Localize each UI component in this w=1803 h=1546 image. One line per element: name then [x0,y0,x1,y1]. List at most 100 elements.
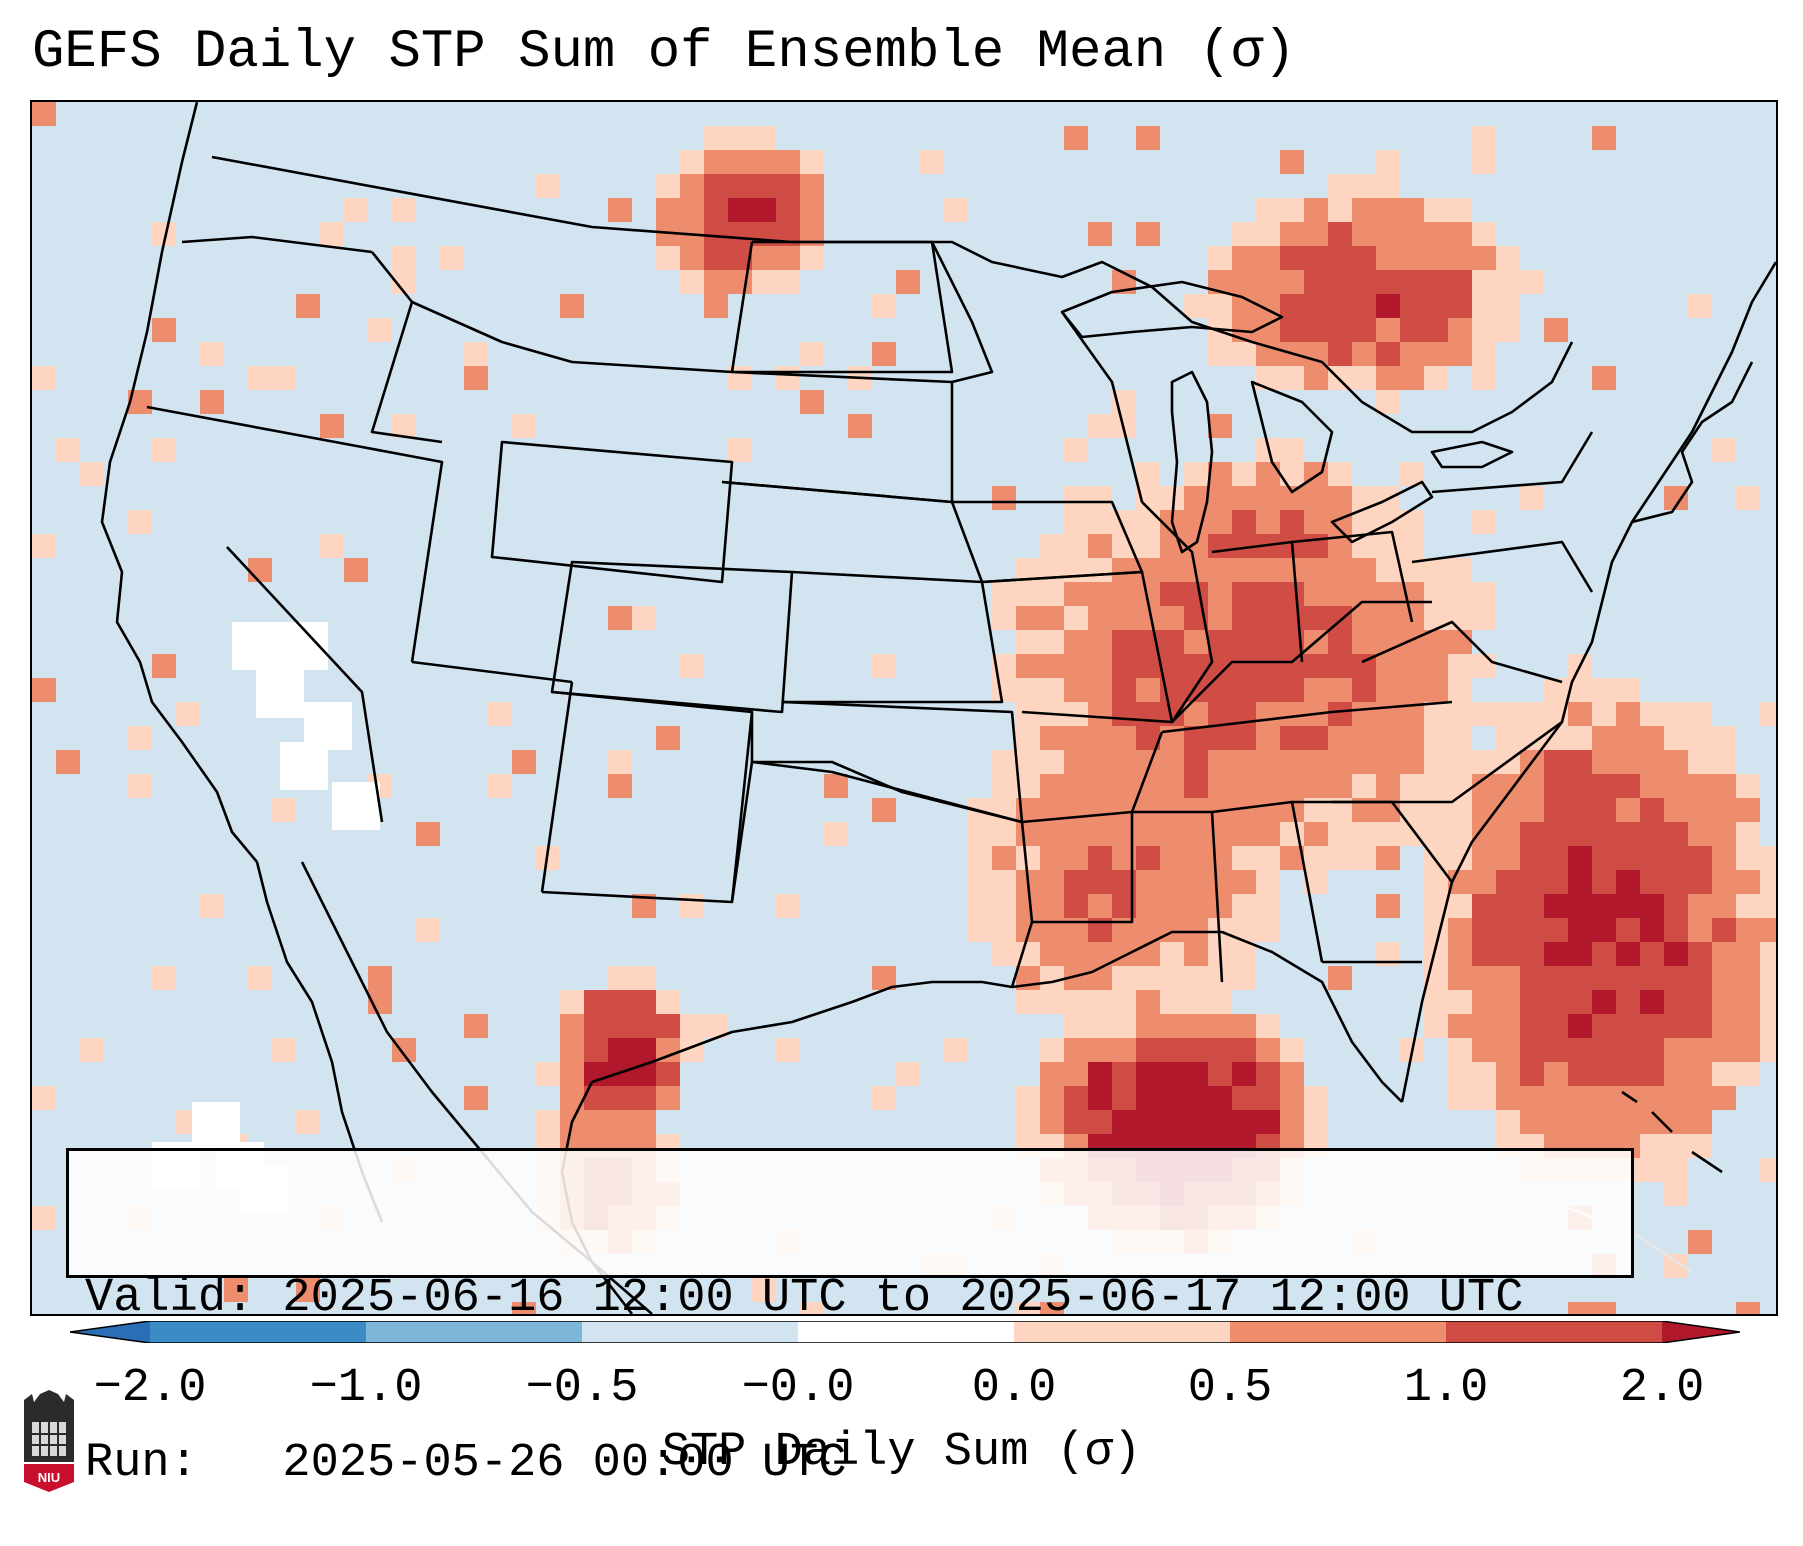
stp-grid-cell [1088,966,1112,990]
stp-grid-cell [1232,342,1256,366]
stp-grid-cell [1184,1038,1208,1062]
stp-grid-cell [656,246,680,270]
stp-grid-cell [680,270,704,294]
stp-grid-cell [1088,630,1112,654]
stp-grid-cell [200,342,224,366]
stp-grid-cell [752,174,776,198]
state-wy [490,440,734,584]
stp-grid-cell [1712,726,1736,750]
stp-grid-cell [1088,606,1112,630]
stp-grid-cell [1136,558,1160,582]
stp-grid-cell [1424,342,1448,366]
stp-grid-cell [1448,990,1472,1014]
stp-grid-cell [1280,654,1304,678]
stp-grid-cell [488,702,512,726]
stp-grid-cell [1304,774,1328,798]
stp-grid-cell [1232,1086,1256,1110]
stp-grid-cell [1424,558,1448,582]
stp-grid-cell [1088,990,1112,1014]
stp-grid-cell [1376,606,1400,630]
stp-grid-cell [392,414,416,438]
stp-grid-cell [1688,750,1712,774]
stp-grid-cell [1616,822,1640,846]
stp-grid-cell [1760,966,1776,990]
stp-grid-cell [1376,654,1400,678]
stp-grid-cell [1616,942,1640,966]
stp-grid-cell [1448,1086,1472,1110]
stp-grid-cell [1640,798,1664,822]
stp-grid-cell [1520,1038,1544,1062]
stp-grid-cell [1424,222,1448,246]
stp-grid-cell [1496,318,1520,342]
lake-michigan [1170,370,1214,554]
stp-grid-cell [536,1110,560,1134]
stp-grid-cell [1328,294,1352,318]
stp-grid-cell [1256,678,1280,702]
stp-grid-cell [1760,846,1776,870]
stp-grid-cell [1232,462,1256,486]
stp-grid-cell [176,702,200,726]
stp-grid-cell [800,174,824,198]
stp-grid-cell [1688,870,1712,894]
stp-grid-cell [1160,918,1184,942]
stp-grid-cell [1592,966,1616,990]
stp-grid-cell [1256,846,1280,870]
stp-grid-cell [1424,318,1448,342]
stp-grid-cell [1616,918,1640,942]
stp-grid-cell [992,486,1016,510]
stp-grid-cell [416,822,440,846]
stp-grid-cell [1208,414,1232,438]
stp-grid-cell [1160,1014,1184,1038]
stp-grid-cell [1640,822,1664,846]
stp-grid-cell [128,726,152,750]
stp-grid-cell [704,126,728,150]
stp-grid-cell [1688,774,1712,798]
stp-grid-cell [1160,558,1184,582]
stp-grid-cell [1280,270,1304,294]
stp-grid-cell [1688,1062,1712,1086]
stp-grid-cell [1688,1134,1712,1158]
stp-grid-cell [1064,678,1088,702]
stp-grid-cell [1088,894,1112,918]
stp-grid-cell [1280,150,1304,174]
stp-grid-cell [872,294,896,318]
stp-grid-cell [824,774,848,798]
stp-grid-cell [464,1014,488,1038]
stp-grid-cell [1472,222,1496,246]
stp-grid-cell [1088,702,1112,726]
stp-grid-cell [608,1086,632,1110]
stp-grid-cell [584,1110,608,1134]
stp-grid-cell [1064,750,1088,774]
stp-grid-cell [1712,918,1736,942]
stp-grid-cell [1568,870,1592,894]
stp-grid-cell [1376,774,1400,798]
stp-grid-cell [1064,558,1088,582]
stp-grid-cell [608,1038,632,1062]
stp-grid-cell [1208,462,1232,486]
stp-grid-cell [1712,894,1736,918]
stp-grid-cell [1352,198,1376,222]
stp-grid-cell [1640,726,1664,750]
stp-grid-cell [1496,246,1520,270]
stp-grid-cell [1136,870,1160,894]
stp-grid-cell [1208,1110,1232,1134]
stp-grid-cell [1616,726,1640,750]
stp-grid-cell [1256,726,1280,750]
tick-label: 1.0 [1403,1362,1489,1415]
stp-grid-cell [1592,1062,1616,1086]
stp-grid-cell [1448,222,1472,246]
stp-grid-cell [1448,558,1472,582]
stp-grid-cell [800,390,824,414]
stp-grid-cell [1280,438,1304,462]
stp-grid-cell [1400,198,1424,222]
stp-grid-cell [656,1014,680,1038]
stp-grid-cell [1232,486,1256,510]
stp-grid-cell [1376,342,1400,366]
stp-grid-cell [1352,342,1376,366]
stp-grid-cell [1616,846,1640,870]
stp-grid-cell [1544,918,1568,942]
stp-grid-cell [1304,558,1328,582]
stp-grid-cell [1448,582,1472,606]
state-va-wv [1361,620,1563,684]
stp-grid-cell [1736,894,1760,918]
